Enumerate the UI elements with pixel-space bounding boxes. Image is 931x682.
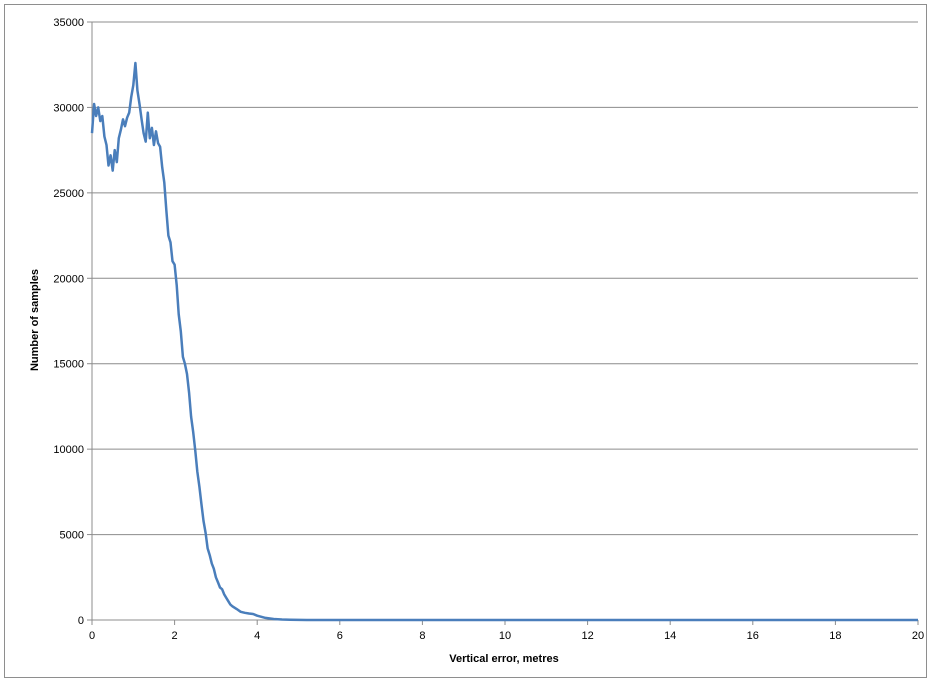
x-tick-label: 8 <box>419 630 425 642</box>
gridlines <box>87 21 918 621</box>
x-tick-label: 10 <box>499 630 511 642</box>
y-tick-label: 0 <box>78 615 84 627</box>
x-tick-label: 2 <box>172 630 178 642</box>
y-tick-label: 30000 <box>53 102 84 114</box>
x-tick-label: 4 <box>254 630 260 642</box>
y-tick-label: 20000 <box>53 273 84 285</box>
x-tick-label: 6 <box>337 630 343 642</box>
x-tick-label: 12 <box>581 630 593 642</box>
y-tick-label: 10000 <box>53 444 84 456</box>
y-tick-labels: 0 5000 10000 15000 20000 25000 30000 35000 <box>53 17 84 627</box>
x-tick-label: 0 <box>89 630 95 642</box>
y-tick-label: 35000 <box>53 17 84 29</box>
x-tick-label: 16 <box>747 630 759 642</box>
x-tick-label: 20 <box>912 630 924 642</box>
chart-frame <box>4 4 927 678</box>
y-tick-label: 15000 <box>53 359 84 371</box>
x-tick-label: 18 <box>829 630 841 642</box>
x-axis-title: Vertical error, metres <box>449 653 558 665</box>
x-tick-label: 14 <box>664 630 676 642</box>
x-tick-labels: 0 2 4 6 8 10 12 14 16 18 20 <box>89 630 924 642</box>
series-group <box>90 61 918 622</box>
y-tick-label: 25000 <box>53 188 84 200</box>
y-axis-title: Number of samples <box>29 269 41 371</box>
series-line <box>90 61 918 622</box>
y-tick-label: 5000 <box>60 530 84 542</box>
